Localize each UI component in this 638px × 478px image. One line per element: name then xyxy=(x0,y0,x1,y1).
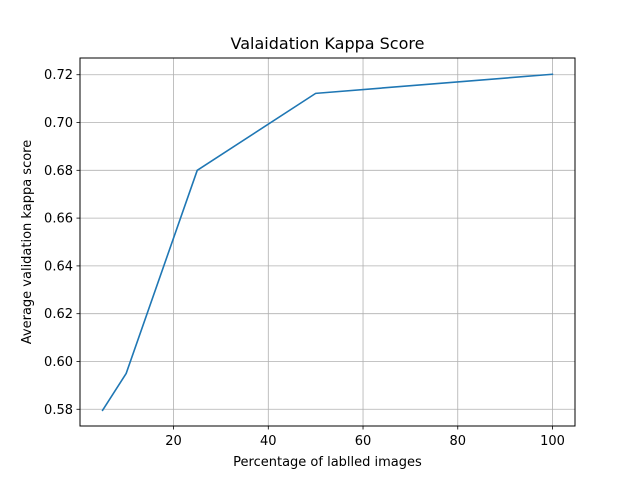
x-axis-label: Percentage of lablled images xyxy=(233,455,422,470)
series-line xyxy=(101,73,554,412)
y-tick-label: 0.58 xyxy=(44,403,73,418)
y-tick-label: 0.66 xyxy=(44,212,73,227)
x-tick-label: 80 xyxy=(449,434,466,449)
y-tick-label: 0.70 xyxy=(44,116,73,131)
series-layer xyxy=(101,73,554,412)
x-tick-label: 40 xyxy=(260,434,277,449)
y-axis-label: Average validation kappa score xyxy=(20,140,35,344)
y-tick-label: 0.60 xyxy=(44,355,73,370)
x-tick-label: 20 xyxy=(165,434,182,449)
x-tick-label: 60 xyxy=(355,434,372,449)
y-tick-label: 0.72 xyxy=(44,68,73,83)
grid xyxy=(80,58,575,426)
ticks: 20 40 60 80 100 0.58 0.60 0.62 0.64 0.66 0.68 0.70 0… xyxy=(44,68,565,449)
y-tick-label: 0.64 xyxy=(44,259,73,274)
y-tick-label: 0.62 xyxy=(44,307,73,322)
x-tick-label: 100 xyxy=(540,434,565,449)
plot-frame xyxy=(79,57,576,427)
chart-title: Valaidation Kappa Score xyxy=(231,34,425,53)
y-tick-label: 0.68 xyxy=(44,164,73,179)
